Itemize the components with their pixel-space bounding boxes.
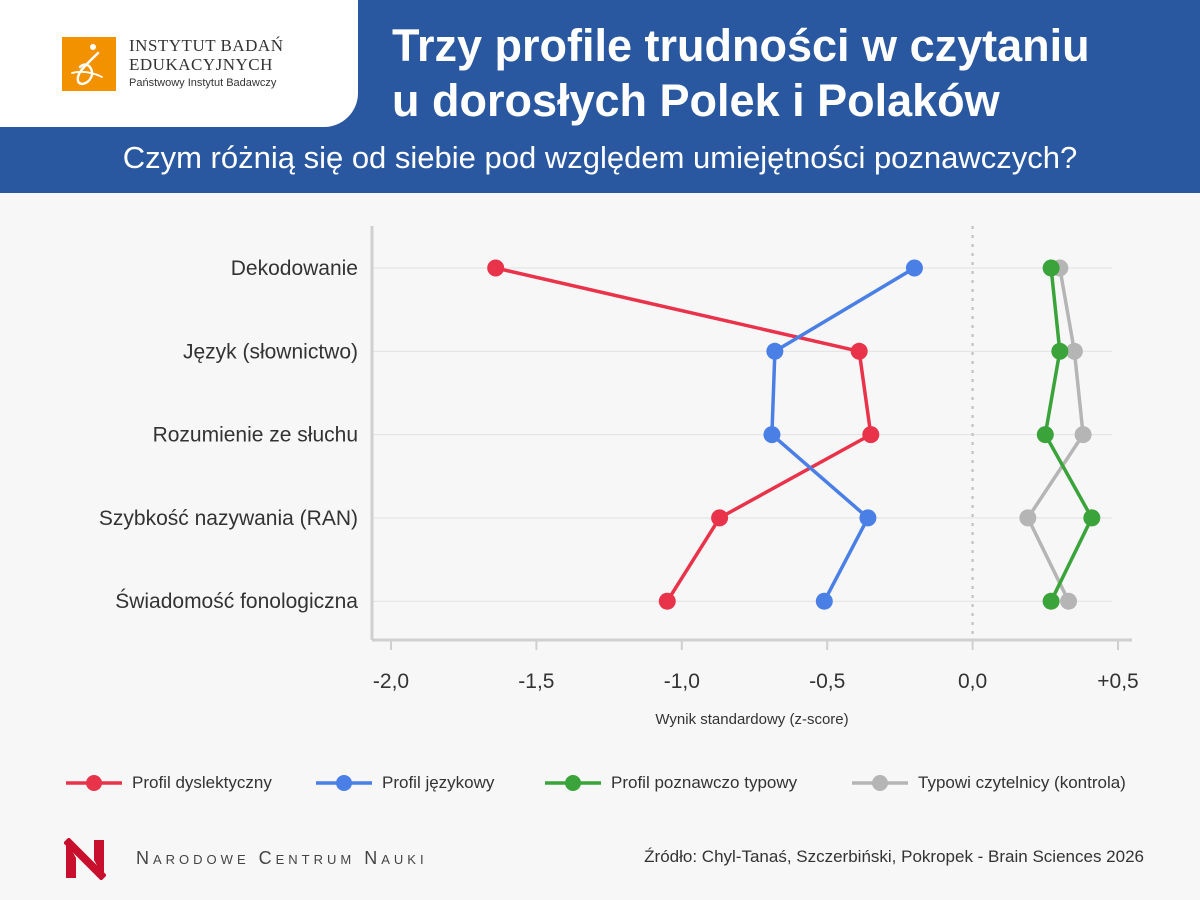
x-tick-label: 0,0 — [958, 670, 987, 693]
legend-item: Profil językowy — [316, 763, 494, 803]
data-point-profil-j-zykowy — [905, 259, 923, 277]
data-point-profil-j-zykowy — [815, 592, 833, 610]
logo-text-line3: Państwowy Instytut Badawczy — [129, 77, 277, 89]
category-label: Dekodowanie — [231, 257, 358, 280]
legend-item: Typowi czytelnicy (kontrola) — [852, 763, 1126, 803]
legend-label: Profil poznawczo typowy — [611, 773, 798, 792]
data-point-profil-poznawczo-typowy — [1042, 259, 1060, 277]
legend-label: Typowi czytelnicy (kontrola) — [918, 773, 1126, 792]
data-point-profil-j-zykowy — [763, 426, 781, 444]
profile-chart: Dekodowanie Język (słownictwo) Rozumienie … — [99, 226, 1139, 728]
legend-swatch-icon — [852, 775, 908, 791]
data-point-profil-poznawczo-typowy — [1036, 426, 1054, 444]
data-point-profil-poznawczo-typowy — [1042, 592, 1060, 610]
data-point-typowi-czytelnicy-kontrola- — [1065, 342, 1083, 360]
header-banner: INSTYTUT BADAŃ EDUKACYJNYCH Państwowy In… — [0, 0, 1200, 193]
chart-legend: Profil dyslektyczny Profil językowy Profil… — [0, 763, 1200, 803]
data-point-profil-dyslektyczny — [711, 509, 729, 527]
data-point-typowi-czytelnicy-kontrola- — [1060, 592, 1078, 610]
category-label: Szybkość nazywania (RAN) — [99, 507, 358, 530]
data-point-profil-dyslektyczny — [850, 342, 868, 360]
data-point-profil-dyslektyczny — [862, 426, 880, 444]
data-point-profil-j-zykowy — [859, 509, 877, 527]
legend-swatch-icon — [316, 775, 372, 791]
legend-item: Profil poznawczo typowy — [545, 763, 797, 803]
category-label: Rozumienie ze słuchu — [153, 424, 358, 447]
ibe-logo: INSTYTUT BADAŃ EDUKACYJNYCH Państwowy In… — [0, 0, 358, 127]
data-point-typowi-czytelnicy-kontrola- — [1019, 509, 1037, 527]
category-label: Język (słownictwo) — [183, 340, 358, 363]
data-point-profil-poznawczo-typowy — [1083, 509, 1101, 527]
x-tick-label: -0,5 — [809, 670, 845, 693]
data-point-profil-dyslektyczny — [487, 259, 505, 277]
legend-label: Profil dyslektyczny — [132, 773, 272, 792]
data-point-profil-j-zykowy — [766, 342, 784, 360]
page-title: Trzy profile trudności w czytaniu u doro… — [392, 18, 1182, 128]
legend-label: Profil językowy — [382, 773, 495, 792]
title-line-1: Trzy profile trudności w czytaniu — [392, 20, 1090, 71]
title-line-2: u dorosłych Polek i Polaków — [392, 75, 1000, 126]
x-tick-label: -1,0 — [664, 670, 700, 693]
x-axis-title: Wynik standardowy (z-score) — [655, 711, 848, 728]
page-subtitle: Czym różnią się od siebie pod względem u… — [122, 140, 1078, 175]
x-tick-label: +0,5 — [1097, 670, 1138, 693]
legend-swatch-icon — [66, 775, 122, 791]
logo-text-line1: INSTYTUT BADAŃ — [129, 36, 284, 55]
legend-item: Profil dyslektyczny — [66, 763, 272, 803]
data-point-profil-poznawczo-typowy — [1051, 342, 1069, 360]
logo-text-line2: EDUKACYJNYCH — [129, 55, 273, 74]
ncn-logo-icon — [63, 837, 107, 885]
category-label: Świadomość fonologiczna — [115, 589, 358, 613]
data-point-profil-dyslektyczny — [658, 592, 676, 610]
ibe-logo-mark-icon — [62, 37, 116, 91]
source-note: Źródło: Chyl-Tanaś, Szczerbiński, Pokrop… — [644, 847, 1144, 866]
ncn-name: Narodowe Centrum Nauki — [136, 848, 428, 868]
x-tick-label: -2,0 — [373, 670, 409, 693]
legend-swatch-icon — [545, 775, 601, 791]
x-tick-label: -1,5 — [518, 670, 554, 693]
data-point-typowi-czytelnicy-kontrola- — [1074, 426, 1092, 444]
